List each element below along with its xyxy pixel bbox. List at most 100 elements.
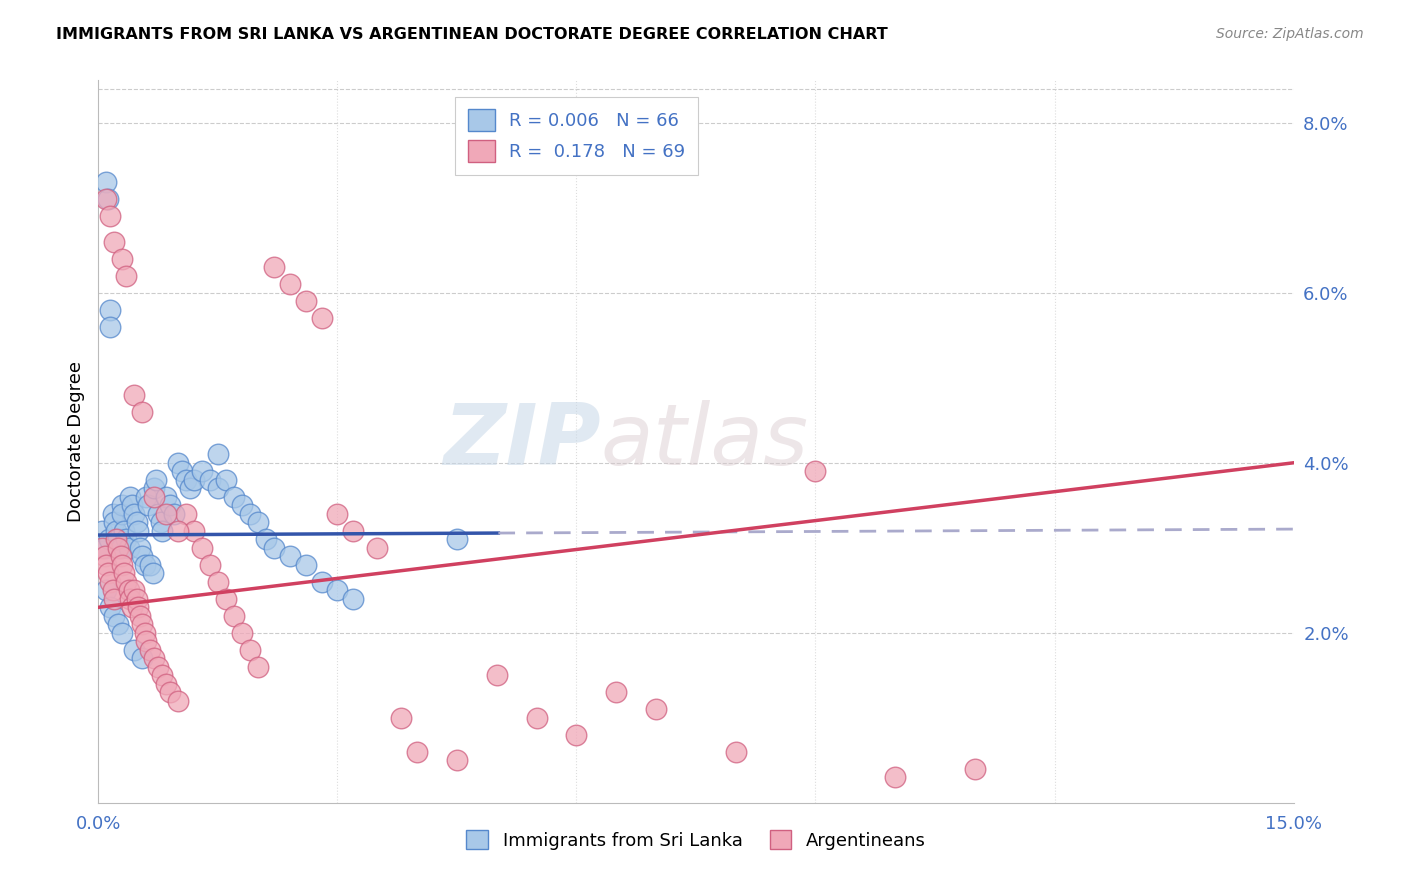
Point <box>172 464 194 478</box>
Point <box>104 533 127 547</box>
Point <box>110 549 132 564</box>
Point <box>98 319 122 334</box>
Point <box>125 516 148 530</box>
Point <box>121 498 143 512</box>
Point <box>183 524 205 538</box>
Point <box>120 490 142 504</box>
Point <box>139 558 162 572</box>
Point <box>97 533 120 547</box>
Point <box>101 507 124 521</box>
Point <box>150 668 173 682</box>
Point <box>128 541 150 555</box>
Point <box>179 481 201 495</box>
Point <box>131 405 153 419</box>
Point <box>155 507 177 521</box>
Point <box>112 524 135 538</box>
Point <box>207 447 229 461</box>
Point <box>446 533 468 547</box>
Point <box>111 498 134 512</box>
Point <box>311 574 333 589</box>
Point <box>167 694 190 708</box>
Point <box>135 634 157 648</box>
Point <box>263 260 285 275</box>
Point <box>139 642 162 657</box>
Point <box>96 175 118 189</box>
Point <box>97 192 120 206</box>
Point <box>98 209 122 223</box>
Point <box>118 583 141 598</box>
Point <box>963 762 986 776</box>
Point <box>134 625 156 640</box>
Point <box>231 498 253 512</box>
Point <box>246 660 269 674</box>
Text: ZIP: ZIP <box>443 400 600 483</box>
Point <box>143 490 166 504</box>
Point <box>107 533 129 547</box>
Point <box>136 498 159 512</box>
Point <box>167 524 190 538</box>
Point <box>198 558 221 572</box>
Point <box>94 549 117 564</box>
Point <box>294 558 316 572</box>
Point <box>145 473 167 487</box>
Point <box>446 753 468 767</box>
Text: IMMIGRANTS FROM SRI LANKA VS ARGENTINEAN DOCTORATE DEGREE CORRELATION CHART: IMMIGRANTS FROM SRI LANKA VS ARGENTINEAN… <box>56 27 889 42</box>
Point <box>143 481 166 495</box>
Point <box>96 583 118 598</box>
Point <box>150 524 173 538</box>
Point <box>645 702 668 716</box>
Point <box>163 507 186 521</box>
Point <box>485 668 508 682</box>
Point <box>191 541 214 555</box>
Point <box>215 591 238 606</box>
Point <box>294 294 316 309</box>
Point <box>239 507 262 521</box>
Point <box>128 608 150 623</box>
Point <box>124 642 146 657</box>
Point <box>111 625 134 640</box>
Point <box>207 574 229 589</box>
Y-axis label: Doctorate Degree: Doctorate Degree <box>66 361 84 522</box>
Point <box>103 516 125 530</box>
Point <box>124 507 146 521</box>
Point <box>98 574 122 589</box>
Point <box>231 625 253 640</box>
Point <box>111 252 134 266</box>
Point <box>98 600 122 615</box>
Point <box>148 507 170 521</box>
Point <box>115 574 138 589</box>
Point <box>104 524 127 538</box>
Point <box>155 490 177 504</box>
Point <box>135 490 157 504</box>
Point <box>111 507 134 521</box>
Point <box>91 524 114 538</box>
Point <box>127 600 149 615</box>
Point <box>127 524 149 538</box>
Point <box>174 507 197 521</box>
Text: atlas: atlas <box>600 400 808 483</box>
Point <box>183 473 205 487</box>
Point <box>884 770 907 784</box>
Point <box>120 591 142 606</box>
Point <box>96 192 118 206</box>
Point <box>131 617 153 632</box>
Point <box>278 277 301 292</box>
Point <box>159 498 181 512</box>
Point <box>124 388 146 402</box>
Point <box>142 566 165 581</box>
Point <box>107 541 129 555</box>
Point <box>326 507 349 521</box>
Point <box>115 533 138 547</box>
Point <box>159 685 181 699</box>
Legend: Immigrants from Sri Lanka, Argentineans: Immigrants from Sri Lanka, Argentineans <box>457 822 935 859</box>
Point <box>115 268 138 283</box>
Point <box>366 541 388 555</box>
Point <box>326 583 349 598</box>
Point <box>605 685 627 699</box>
Point <box>134 558 156 572</box>
Point <box>246 516 269 530</box>
Point <box>112 566 135 581</box>
Point <box>118 541 141 555</box>
Point <box>222 490 245 504</box>
Point <box>91 541 114 555</box>
